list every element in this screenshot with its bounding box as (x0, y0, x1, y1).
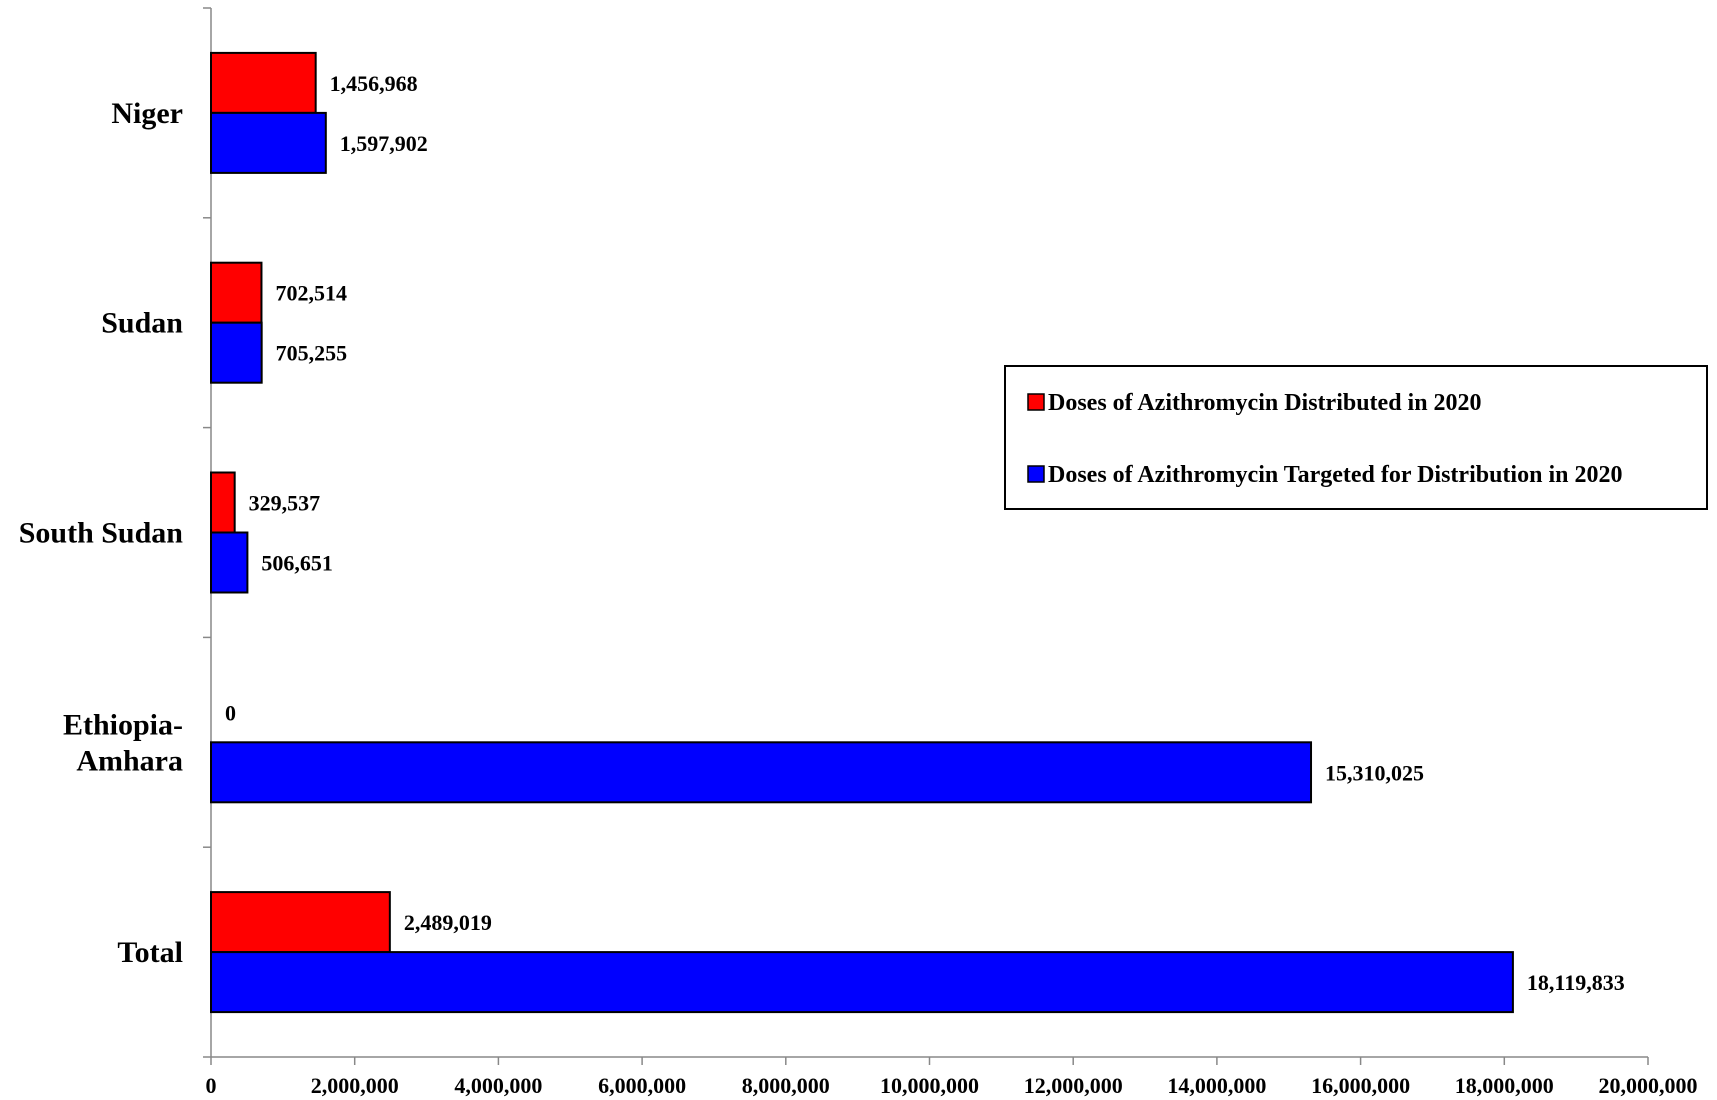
data-label: 2,489,019 (404, 910, 492, 935)
category-label: Ethiopia- (63, 708, 183, 741)
legend-label: Doses of Azithromycin Targeted for Distr… (1048, 462, 1622, 488)
data-label: 702,514 (275, 281, 347, 306)
data-label: 329,537 (249, 491, 321, 516)
bar-targeted (210, 111, 327, 174)
legend-box (1004, 365, 1708, 510)
x-tick-label: 12,000,000 (1024, 1073, 1123, 1098)
x-tick-label: 10,000,000 (880, 1073, 979, 1098)
bar-targeted (210, 531, 249, 594)
x-tick-label: 2,000,000 (311, 1073, 399, 1098)
data-label: 1,456,968 (330, 71, 418, 96)
category-label: South Sudan (19, 517, 184, 550)
category-label: Niger (111, 97, 183, 130)
category-label: Amhara (76, 744, 183, 777)
bar-targeted (210, 321, 263, 384)
data-label: 705,255 (276, 341, 348, 366)
x-tick-label: 18,000,000 (1455, 1073, 1554, 1098)
legend: Doses of Azithromycin Distributed in 202… (1004, 365, 1708, 510)
x-tick-label: 0 (206, 1073, 217, 1098)
legend-swatch (1027, 393, 1045, 411)
plot-area: 0 2,000,000 4,000,000 6,000,000 8,000,000 10,… (19, 7, 1698, 1098)
x-tick-label: 4,000,000 (454, 1073, 542, 1098)
x-tick-label: 6,000,000 (598, 1073, 686, 1098)
data-label: 18,119,833 (1527, 970, 1625, 995)
x-tick-label: 14,000,000 (1167, 1073, 1266, 1098)
bar-distributed (210, 261, 263, 324)
x-tick-label: 8,000,000 (742, 1073, 830, 1098)
data-label: 15,310,025 (1325, 760, 1424, 785)
legend-swatch (1027, 465, 1045, 483)
bar-targeted (210, 951, 1514, 1014)
bar-distributed (210, 891, 391, 954)
data-label: 506,651 (261, 551, 333, 576)
data-label: 1,597,902 (340, 131, 428, 156)
category-label: Total (117, 936, 183, 969)
category-label: Sudan (101, 307, 183, 340)
x-tick-label: 20,000,000 (1599, 1073, 1698, 1098)
data-label: 0 (225, 700, 236, 725)
bar-distributed (210, 51, 317, 114)
bar-targeted (210, 741, 1313, 804)
x-tick-label: 16,000,000 (1311, 1073, 1410, 1098)
legend-label: Doses of Azithromycin Distributed in 202… (1048, 390, 1482, 416)
bar-distributed (210, 471, 236, 534)
